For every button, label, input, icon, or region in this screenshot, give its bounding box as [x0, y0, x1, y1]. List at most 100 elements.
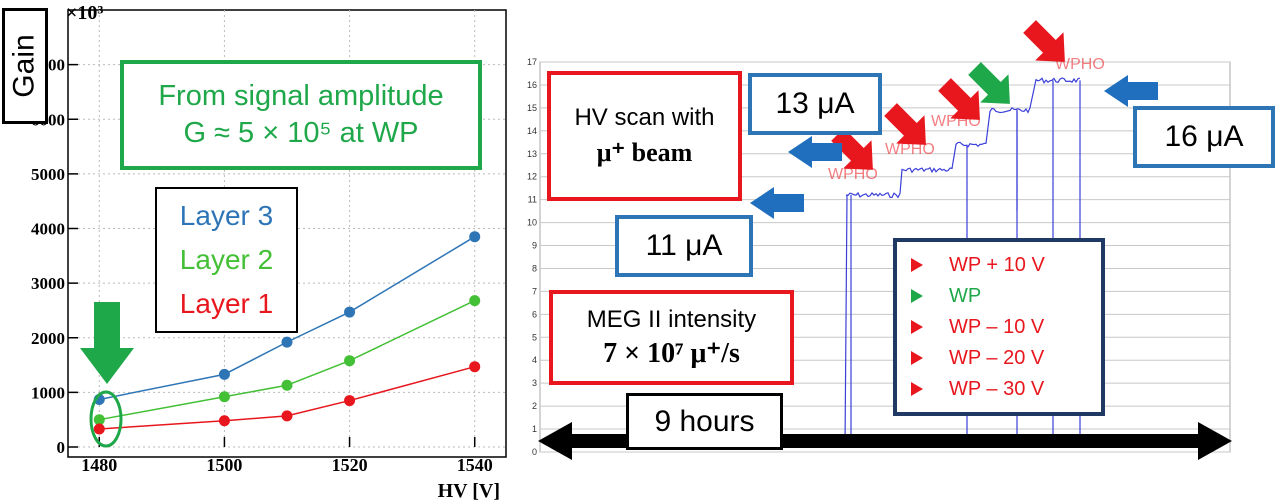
data-point	[469, 231, 481, 243]
duration-box: 9 hours	[626, 393, 783, 450]
signal-amplitude-text: From signal amplitude	[158, 80, 444, 112]
y-tick-label: 2	[532, 401, 537, 411]
meg-intensity-text: MEG II intensity	[586, 305, 757, 333]
arrow-head	[950, 90, 980, 120]
arrow-shaft	[938, 78, 973, 113]
y-tick-label: 13	[527, 149, 537, 159]
y-tick-label: 11	[528, 195, 537, 205]
signal-amplitude-box: From signal amplitude G ≈ 5 × 10⁵ at WP	[120, 60, 482, 170]
data-point	[281, 379, 293, 391]
data-point	[218, 415, 230, 427]
down-arrow-icon	[80, 302, 134, 384]
meg-intensity-box: MEG II intensity 7 × 10⁷ μ⁺/s	[549, 290, 794, 385]
data-point	[281, 410, 293, 422]
data-point	[469, 295, 481, 307]
hv-step-legend: WP + 10 V WP WP – 10 V WP – 20 V WP – 30…	[893, 238, 1105, 416]
data-point	[218, 391, 230, 403]
left-arrow-icon	[750, 187, 804, 219]
muon-rate-text: 7 × 10⁷ μ⁺/s	[603, 337, 740, 369]
arrow-shaft	[884, 103, 919, 138]
gain-label: Gain	[8, 34, 41, 98]
y-tick-label: 0	[532, 447, 537, 457]
y-tick-label: 3000	[31, 274, 65, 293]
legend-wp-plus-10: WP + 10 V	[911, 254, 1045, 277]
arrow-head	[896, 115, 926, 145]
y-tick-label: 15	[527, 103, 537, 113]
x-tick-label: 1500	[206, 455, 242, 475]
y-tick-label: 14	[527, 126, 537, 136]
current-13ua-box: 13 μA	[748, 73, 882, 135]
legend-wp-minus-10: WP – 10 V	[911, 316, 1044, 339]
y-tick-label: 10	[527, 218, 537, 228]
x-tick-label: 1540	[457, 455, 493, 475]
legend-layer-1: Layer 1	[179, 288, 274, 319]
y-tick-label: 12	[527, 172, 537, 182]
data-point	[344, 395, 356, 407]
current-13ua-label: 13 μA	[775, 87, 855, 120]
x-axis-label: HV [V]	[438, 480, 500, 502]
step-overlay-text: WPHO	[828, 166, 878, 183]
y-tick-label: 1000	[31, 383, 65, 402]
exponent-label: ×10³	[66, 2, 103, 24]
hv-scan-text: HV scan with	[574, 104, 715, 131]
y-tick-label: 4	[532, 355, 537, 365]
y-tick-label: 5	[532, 332, 537, 342]
y-tick-label: 16	[527, 80, 537, 90]
legend-layer-3: Layer 3	[179, 200, 274, 231]
green-down-right-arrow-icon	[968, 62, 1010, 104]
red-down-right-arrow-icon	[831, 128, 873, 170]
legend-wp-minus-30: WP – 30 V	[911, 378, 1044, 401]
current-11ua-label: 11 μA	[645, 229, 723, 262]
x-tick-label: 1520	[332, 455, 368, 475]
data-point	[281, 336, 293, 348]
arrow-bullet-icon	[911, 382, 923, 396]
y-tick-label: 3	[532, 378, 537, 388]
current-trace	[844, 77, 1081, 448]
duration-label: 9 hours	[654, 404, 755, 438]
step-overlay-text: WPHO	[1055, 56, 1105, 73]
y-tick-label: 1	[532, 424, 537, 434]
arrow-shaft	[831, 128, 866, 163]
data-point	[344, 306, 356, 318]
red-down-right-arrow-icon	[938, 78, 980, 120]
y-tick-label: 8	[532, 263, 537, 273]
data-point	[93, 414, 105, 426]
y-tick-label: 7	[532, 286, 537, 296]
arrow-shaft	[1023, 20, 1058, 55]
left-arrow-icon	[1104, 75, 1158, 107]
current-16ua-box: 16 μA	[1133, 106, 1275, 168]
legend-layer-2: Layer 2	[179, 244, 274, 275]
data-point	[469, 361, 481, 373]
hv-scan-box: HV scan with μ⁺ beam	[547, 71, 742, 201]
y-tick-label: 0	[57, 438, 66, 457]
left-arrow-icon	[788, 136, 842, 168]
arrow-bullet-icon	[911, 258, 923, 272]
gain-value-text: G ≈ 5 × 10⁵ at WP	[183, 117, 419, 149]
gain-label-box: Gain	[2, 8, 48, 124]
arrow-bullet-icon	[911, 351, 923, 365]
y-tick-label: 9	[532, 241, 537, 251]
legend-wp-minus-20: WP – 20 V	[911, 347, 1044, 370]
y-tick-label: 17	[527, 57, 537, 67]
y-tick-label: 2000	[31, 329, 65, 348]
red-down-right-arrow-icon	[884, 103, 926, 145]
arrow-bullet-icon	[911, 320, 923, 334]
y-tick-label: 6	[532, 309, 537, 319]
arrow-bullet-icon	[911, 289, 923, 303]
muon-beam-text: μ⁺ beam	[596, 138, 693, 167]
wp-highlight-ellipse	[89, 390, 123, 448]
arrow-head	[843, 140, 873, 170]
current-11ua-box: 11 μA	[615, 215, 753, 277]
step-overlay-text: WPHO	[885, 141, 935, 158]
current-16ua-label: 16 μA	[1164, 120, 1244, 153]
red-down-right-arrow-icon	[1023, 20, 1065, 62]
layer-legend: Layer 3 Layer 2 Layer 1	[155, 187, 298, 333]
data-point	[93, 423, 105, 435]
x-tick-label: 1480	[81, 455, 117, 475]
data-point	[344, 355, 356, 367]
arrow-head	[1035, 32, 1065, 62]
y-tick-label: 5000	[31, 165, 65, 184]
data-point	[218, 368, 230, 380]
legend-wp: WP	[911, 285, 981, 308]
y-tick-label: 4000	[31, 220, 65, 239]
